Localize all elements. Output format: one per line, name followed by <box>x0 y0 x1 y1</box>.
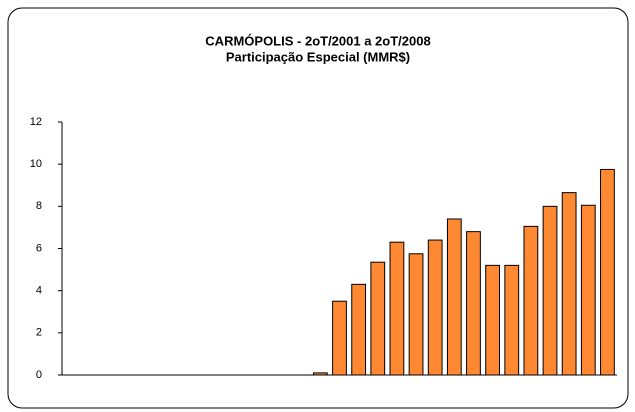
bar <box>446 218 462 376</box>
bar <box>504 264 520 376</box>
bar <box>332 300 347 376</box>
bar <box>389 241 405 376</box>
bar <box>542 205 558 376</box>
bar <box>312 372 328 376</box>
y-tick-label: 12 <box>30 116 42 128</box>
bar <box>561 192 577 376</box>
y-tick-label: 4 <box>36 285 42 297</box>
y-tick-label: 6 <box>36 242 42 254</box>
y-tick-label: 8 <box>36 200 42 212</box>
y-tick-label: 2 <box>36 327 42 339</box>
bar <box>600 168 615 376</box>
chart-subtitle: Participação Especial (MMR$) <box>226 49 410 64</box>
bar <box>466 231 481 376</box>
bar <box>580 204 596 376</box>
bar <box>408 253 424 376</box>
y-tick-label: 10 <box>30 158 42 170</box>
bar <box>523 225 539 376</box>
chart-title: CARMÓPOLIS - 2oT/2001 a 2oT/2008 <box>205 33 430 48</box>
bar <box>351 283 367 376</box>
bar <box>485 264 500 376</box>
bar <box>427 239 443 376</box>
bar <box>370 261 386 376</box>
y-tick-label: 0 <box>36 369 42 381</box>
